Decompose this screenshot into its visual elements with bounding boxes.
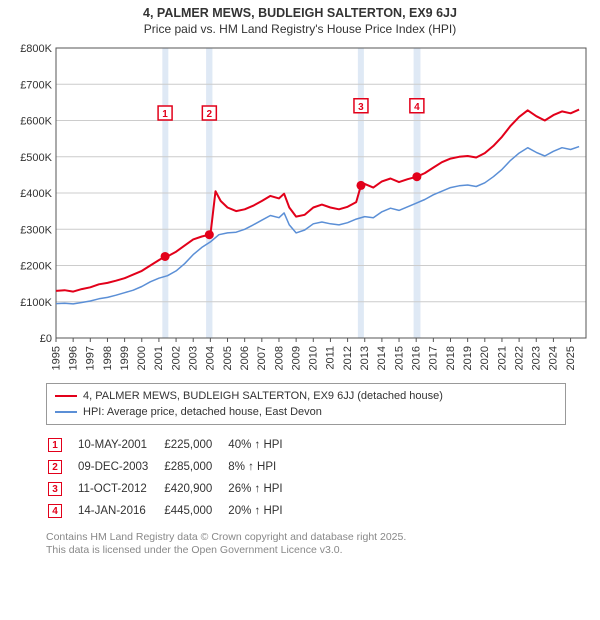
title-line2: Price paid vs. HM Land Registry's House … — [0, 22, 600, 36]
svg-text:2004: 2004 — [205, 346, 217, 370]
svg-text:2010: 2010 — [308, 346, 320, 370]
sales-row: 2 09-DEC-2003£285,0008% ↑ HPI — [48, 457, 297, 477]
svg-text:£100K: £100K — [20, 297, 52, 309]
sale-delta: 8% ↑ HPI — [228, 457, 296, 477]
svg-text:2002: 2002 — [170, 346, 182, 370]
legend-box: 4, PALMER MEWS, BUDLEIGH SALTERTON, EX9 … — [46, 383, 566, 425]
sale-marker-box: 1 — [48, 438, 62, 452]
sale-delta: 20% ↑ HPI — [228, 501, 296, 521]
svg-text:1998: 1998 — [102, 346, 114, 370]
svg-text:2023: 2023 — [531, 346, 543, 370]
sale-date: 10-MAY-2001 — [78, 435, 162, 455]
svg-text:£0: £0 — [40, 333, 52, 345]
sales-row: 1 10-MAY-2001£225,00040% ↑ HPI — [48, 435, 297, 455]
sale-price: £420,900 — [164, 479, 226, 499]
svg-text:2021: 2021 — [496, 346, 508, 370]
svg-text:4: 4 — [414, 102, 420, 113]
legend-row: 4, PALMER MEWS, BUDLEIGH SALTERTON, EX9 … — [55, 388, 557, 404]
sale-delta: 26% ↑ HPI — [228, 479, 296, 499]
svg-text:2007: 2007 — [256, 346, 268, 370]
svg-text:2019: 2019 — [462, 346, 474, 370]
svg-text:2025: 2025 — [565, 346, 577, 370]
svg-text:2012: 2012 — [342, 346, 354, 370]
svg-text:3: 3 — [358, 102, 364, 113]
legend-label: HPI: Average price, detached house, East… — [83, 404, 322, 420]
svg-text:1: 1 — [162, 109, 168, 120]
svg-text:2011: 2011 — [325, 346, 337, 370]
svg-text:1997: 1997 — [85, 346, 97, 370]
svg-text:2015: 2015 — [393, 346, 405, 370]
title-line1: 4, PALMER MEWS, BUDLEIGH SALTERTON, EX9 … — [0, 6, 600, 20]
svg-text:£400K: £400K — [20, 188, 52, 200]
svg-text:2014: 2014 — [376, 346, 388, 370]
svg-text:2003: 2003 — [188, 346, 200, 370]
svg-text:£200K: £200K — [20, 261, 52, 273]
legend-swatch — [55, 395, 77, 397]
svg-text:£800K: £800K — [20, 44, 52, 55]
svg-text:2016: 2016 — [410, 346, 422, 370]
svg-text:£500K: £500K — [20, 152, 52, 164]
svg-text:2024: 2024 — [548, 346, 560, 370]
svg-text:2005: 2005 — [222, 346, 234, 370]
sale-marker-box: 3 — [48, 482, 62, 496]
svg-text:1999: 1999 — [119, 346, 131, 370]
footer-line1: Contains HM Land Registry data © Crown c… — [46, 531, 566, 544]
svg-text:2009: 2009 — [290, 346, 302, 370]
svg-text:2022: 2022 — [513, 346, 525, 370]
price-chart: £0 £100K £200K £300K £400K £500K £600K £700K £80… — [10, 44, 590, 374]
svg-text:2006: 2006 — [239, 346, 251, 370]
svg-text:2017: 2017 — [428, 346, 440, 370]
sale-marker-box: 2 — [48, 460, 62, 474]
footer-line2: This data is licensed under the Open Gov… — [46, 544, 566, 557]
sale-date: 11-OCT-2012 — [78, 479, 162, 499]
sale-marker-box: 4 — [48, 504, 62, 518]
svg-text:£700K: £700K — [20, 79, 52, 91]
legend-swatch — [55, 411, 77, 413]
svg-text:2020: 2020 — [479, 346, 491, 370]
sale-price: £285,000 — [164, 457, 226, 477]
svg-text:1996: 1996 — [67, 346, 79, 370]
sale-delta: 40% ↑ HPI — [228, 435, 296, 455]
svg-text:1995: 1995 — [50, 346, 62, 370]
sale-date: 09-DEC-2003 — [78, 457, 162, 477]
sales-row: 3 11-OCT-2012£420,90026% ↑ HPI — [48, 479, 297, 499]
sale-price: £445,000 — [164, 501, 226, 521]
svg-text:2018: 2018 — [445, 346, 457, 370]
sale-date: 14-JAN-2016 — [78, 501, 162, 521]
svg-text:2000: 2000 — [136, 346, 148, 370]
legend-label: 4, PALMER MEWS, BUDLEIGH SALTERTON, EX9 … — [83, 388, 443, 404]
sale-price: £225,000 — [164, 435, 226, 455]
svg-text:2013: 2013 — [359, 346, 371, 370]
svg-text:£600K: £600K — [20, 116, 52, 128]
sales-row: 4 14-JAN-2016£445,00020% ↑ HPI — [48, 501, 297, 521]
svg-text:£300K: £300K — [20, 224, 52, 236]
svg-text:2001: 2001 — [153, 346, 165, 370]
svg-text:2: 2 — [207, 109, 213, 120]
legend-row: HPI: Average price, detached house, East… — [55, 404, 557, 420]
svg-text:2008: 2008 — [273, 346, 285, 370]
sales-table: 1 10-MAY-2001£225,00040% ↑ HPI 2 09-DEC-200… — [46, 433, 299, 523]
footer-attribution: Contains HM Land Registry data © Crown c… — [46, 531, 566, 557]
